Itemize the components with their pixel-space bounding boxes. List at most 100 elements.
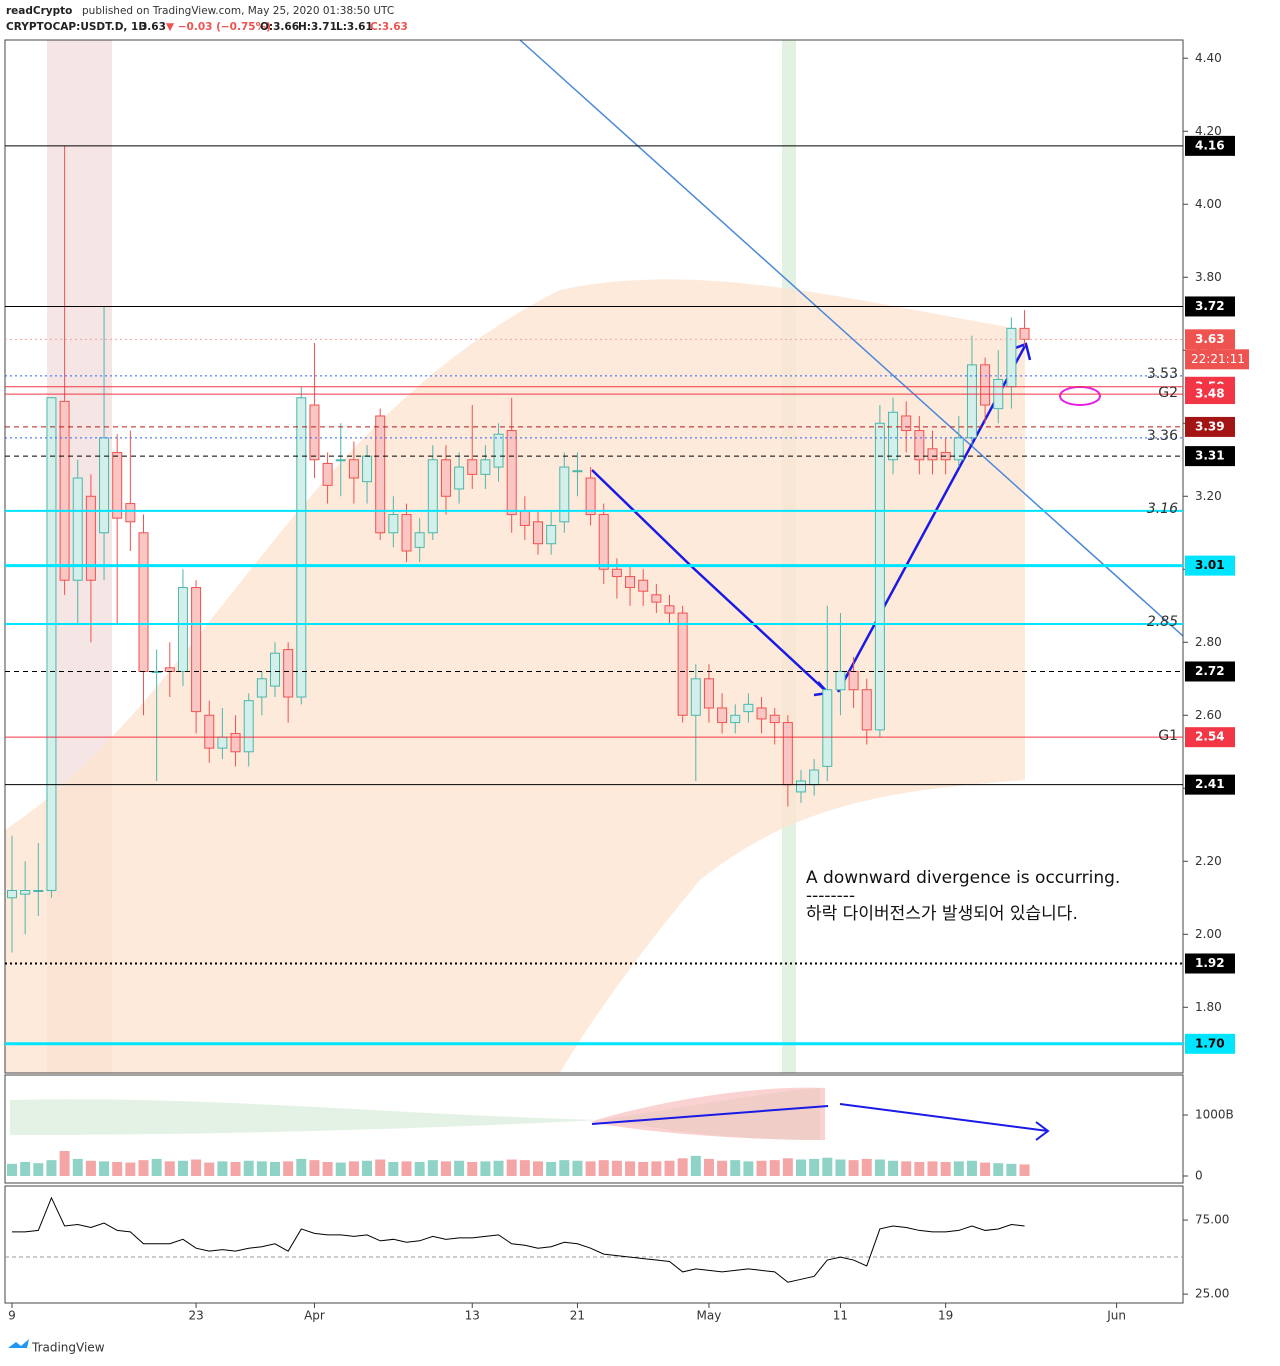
volume-bar: [322, 1161, 333, 1176]
price-label-box: [1185, 416, 1235, 437]
trend-line: [519, 39, 1184, 637]
y-tick-label: 4.20: [1195, 124, 1222, 138]
annotation: --------: [806, 886, 855, 906]
annotation: A downward divergence is occurring.: [806, 868, 1120, 888]
candle-body: [138, 532, 149, 672]
price-label: 3.63: [1195, 332, 1225, 346]
volume-bar: [743, 1161, 754, 1176]
candle-body: [769, 714, 780, 724]
level-tag: G2: [1158, 385, 1178, 401]
volume-bar: [585, 1161, 596, 1176]
price-label-box: [1185, 446, 1235, 467]
volume-bar: [72, 1158, 83, 1176]
y-tick-label: 4.40: [1195, 51, 1222, 65]
volume-bar: [703, 1158, 714, 1176]
volume-bar: [966, 1160, 977, 1176]
price-label-box: [1185, 1033, 1235, 1054]
candle-body: [388, 514, 399, 534]
candle-body: [414, 532, 425, 548]
volume-bar: [348, 1161, 359, 1176]
volume-bar: [861, 1158, 872, 1176]
level-tag: G1: [1158, 728, 1178, 744]
volume-bar: [638, 1161, 649, 1176]
candle-body: [493, 433, 504, 468]
y-tick-label: 3.20: [1195, 489, 1222, 503]
volume-bar: [782, 1158, 793, 1176]
volume-bar: [414, 1161, 425, 1176]
volume-bar: [953, 1161, 964, 1176]
volume-bar: [270, 1161, 280, 1176]
x-tick-label: May: [697, 1309, 722, 1323]
volume-bar: [20, 1161, 31, 1176]
price-label: 2.41: [1195, 777, 1225, 791]
volume-bar: [217, 1161, 228, 1176]
candle-body: [585, 477, 596, 516]
volume-bar: [796, 1159, 806, 1176]
y-tick-label: 2.80: [1195, 635, 1222, 649]
candle-body: [85, 495, 96, 581]
volume-bar: [112, 1161, 123, 1176]
price-label: 3.39: [1195, 419, 1225, 433]
arrow: [591, 1105, 829, 1125]
volume-bar: [454, 1160, 465, 1176]
volume-bar: [59, 1150, 70, 1176]
candle-body: [756, 707, 767, 720]
candle-body: [796, 780, 806, 793]
y-tick-label: 3.80: [1195, 270, 1222, 284]
price-label: 3.48: [1195, 387, 1225, 401]
candle-body: [112, 451, 123, 519]
candle-body: [1006, 327, 1017, 388]
countdown: 22:21:11: [1191, 352, 1245, 366]
candle-body: [191, 587, 202, 713]
candle-body: [362, 455, 373, 483]
price-label: 2.54: [1195, 730, 1225, 744]
candle-body: [59, 400, 70, 581]
candle-body: [743, 703, 754, 713]
volume-bar: [519, 1160, 530, 1176]
y-tick-label: 0: [1195, 1168, 1203, 1182]
candle-body: [809, 769, 820, 786]
volume-bar: [177, 1160, 188, 1176]
y-tick-label: 2.00: [1195, 927, 1222, 941]
volume-bar: [85, 1160, 96, 1176]
candle-body: [33, 889, 44, 892]
volume-bar: [164, 1161, 175, 1176]
volume-bar: [888, 1160, 899, 1176]
volume-bar: [927, 1161, 938, 1176]
y-tick-label: 75.00: [1195, 1213, 1229, 1227]
price-pane: [4, 39, 1184, 1074]
author: readCrypto: [6, 5, 72, 17]
volume-bar: [362, 1160, 373, 1176]
candle-body: [204, 714, 215, 749]
volume-bar: [388, 1161, 399, 1176]
volume-bar: [717, 1160, 728, 1176]
candle-body: [427, 459, 438, 534]
low: L:3.61: [336, 21, 373, 33]
price-label: 3.72: [1195, 299, 1225, 313]
volume-bar: [506, 1159, 517, 1176]
price-label-box: [1185, 727, 1235, 748]
candle-body: [730, 714, 741, 724]
candle-body: [835, 670, 846, 691]
candle-body: [664, 605, 675, 614]
open: O:3.66: [260, 21, 299, 33]
volume-bar: [33, 1163, 44, 1176]
volume-bar: [256, 1161, 267, 1176]
candle-body: [454, 466, 465, 490]
change: ▼ −0.03 (−0.75%): [166, 21, 271, 33]
volume-bar: [690, 1155, 701, 1176]
candle-body: [874, 422, 885, 731]
volume-bar: [230, 1161, 241, 1176]
candle-body: [283, 649, 294, 698]
volume-bar: [901, 1161, 912, 1176]
candle-body: [296, 397, 307, 698]
volume-bar: [533, 1161, 543, 1176]
candle-body: [243, 700, 254, 753]
volume-bar: [151, 1158, 162, 1176]
candle-body: [953, 437, 964, 461]
arrow: [839, 1103, 1049, 1132]
volume-bar: [651, 1161, 662, 1176]
level-label: 3.53: [1147, 366, 1178, 382]
price-label: 2.72: [1195, 664, 1225, 678]
price-label-box: [1185, 953, 1235, 974]
